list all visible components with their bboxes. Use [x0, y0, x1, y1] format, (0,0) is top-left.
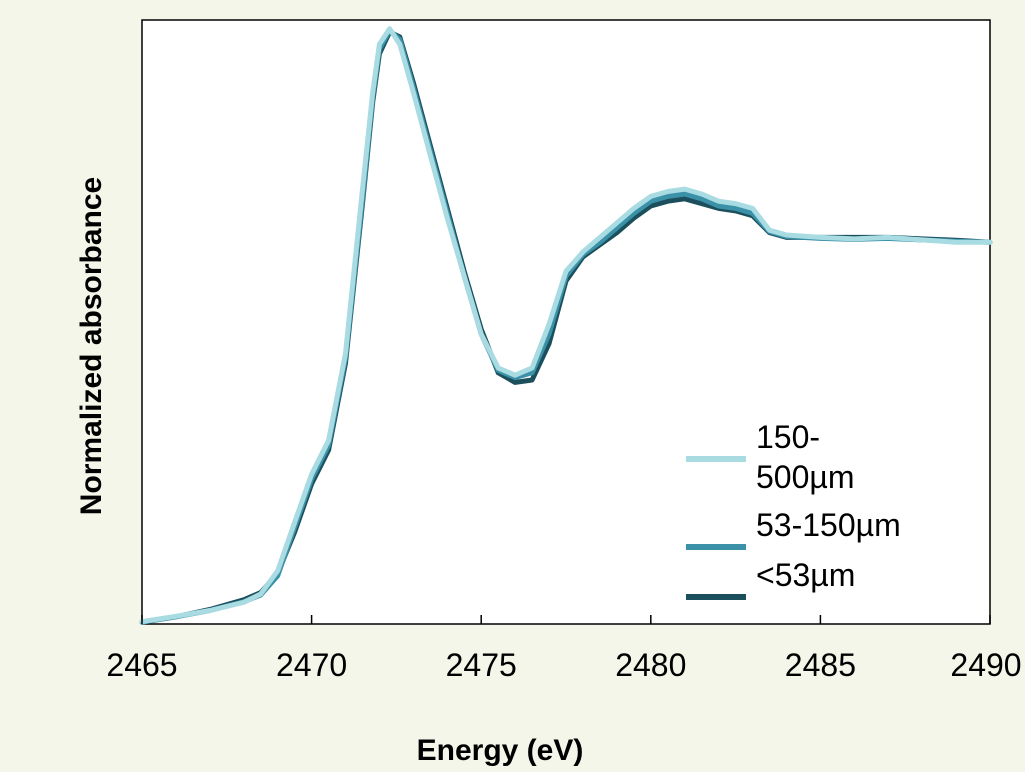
x-tick-label: 2475 — [446, 647, 517, 683]
plot-area — [141, 19, 991, 625]
x-tick-label: 2480 — [615, 647, 686, 683]
x-axis-ticks: 2465 2470 2475 2480 2485 2490 — [106, 615, 1022, 683]
legend-label-1: 53-150µm — [756, 507, 901, 543]
series-line-0 — [139, 26, 993, 625]
legend-label-2: <53µm — [756, 557, 855, 593]
legend-label-0: 150-500µm — [756, 419, 854, 495]
x-tick-label: 2470 — [276, 647, 347, 683]
series-layer — [139, 26, 993, 625]
x-tick-label: 2465 — [106, 647, 177, 683]
y-axis-title: Normalized absorbance — [75, 177, 108, 515]
x-axis-title: Energy (eV) — [417, 734, 584, 767]
x-tick-label: 2490 — [950, 647, 1021, 683]
legend: 150-500µm 53-150µm <53µm — [686, 419, 901, 600]
x-tick-label: 2485 — [785, 647, 856, 683]
